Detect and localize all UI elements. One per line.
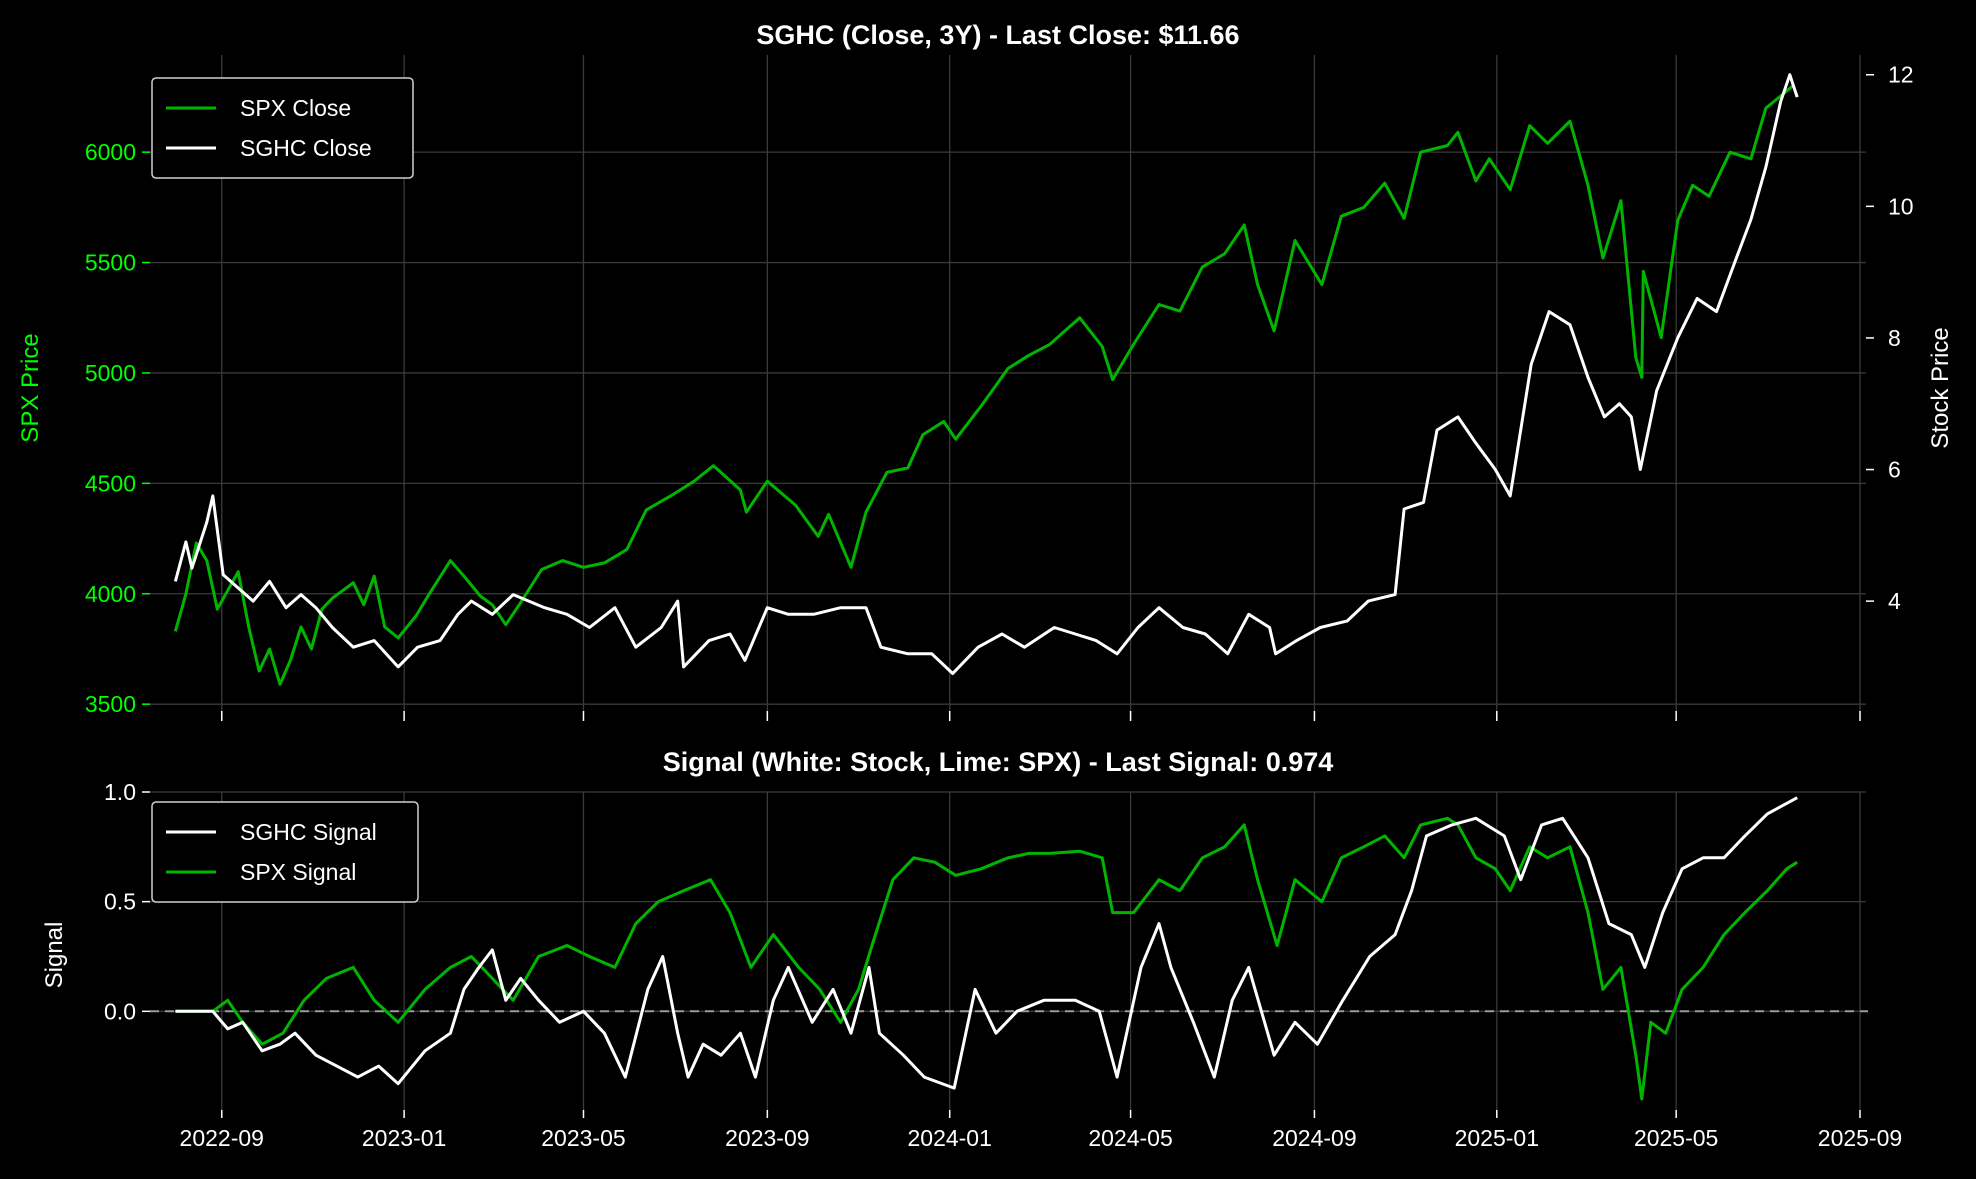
x-tick-label: 2023-01	[362, 1125, 446, 1151]
y-tick-label: 0.5	[104, 889, 136, 915]
stock-price-axis: 4 6 8 10 12	[1866, 62, 1914, 614]
y-right-tick-label: 10	[1888, 193, 1914, 219]
signal-axis: 0.0 0.5 1.0	[104, 779, 150, 1024]
x-tick-label: 2024-05	[1088, 1125, 1172, 1151]
legend-label-spx-close: SPX Close	[240, 95, 351, 121]
legend-box	[151, 801, 419, 903]
spx-price-axis: 3500 4000 4500 5000 5500 6000	[85, 139, 150, 717]
stock-price-axis-label: Stock Price	[1927, 327, 1954, 448]
x-tick-label: 2023-05	[541, 1125, 625, 1151]
signal-x-ticks: 2022-09 2023-01 2023-05 2023-09 2024-01 2024-…	[180, 1110, 1902, 1151]
legend-box	[151, 77, 414, 179]
series-line-spx-close	[173, 84, 1794, 686]
x-tick-label: 2025-09	[1818, 1125, 1902, 1151]
price-legend: SPX Close SGHC Close	[151, 77, 414, 179]
price-series	[173, 73, 1799, 686]
y-left-tick-label: 5000	[85, 360, 136, 386]
y-tick-label: 0.0	[104, 998, 136, 1024]
signal-axis-label: Signal	[41, 922, 68, 989]
x-tick-label: 2024-09	[1272, 1125, 1356, 1151]
signal-series	[175, 796, 1799, 1101]
series-line-sghc-signal	[175, 796, 1798, 1090]
spx-price-axis-label: SPX Price	[17, 333, 44, 442]
price-x-ticks	[220, 711, 1861, 721]
y-left-tick-label: 4000	[85, 581, 136, 607]
y-right-tick-label: 12	[1888, 62, 1914, 88]
price-chart-title: SGHC (Close, 3Y) - Last Close: $11.66	[756, 20, 1239, 50]
y-left-tick-label: 4500	[85, 470, 136, 496]
price-panel: SGHC (Close, 3Y) - Last Close: $11.66 35…	[17, 20, 1954, 721]
legend-label-spx-signal: SPX Signal	[240, 859, 356, 885]
signal-legend: SGHC Signal SPX Signal	[151, 801, 419, 903]
x-tick-label: 2023-09	[725, 1125, 809, 1151]
x-tick-label: 2025-01	[1455, 1125, 1539, 1151]
y-right-tick-label: 8	[1888, 325, 1901, 351]
y-left-tick-label: 5500	[85, 250, 136, 276]
y-right-tick-label: 6	[1888, 457, 1901, 483]
y-left-tick-label: 6000	[85, 139, 136, 165]
y-tick-label: 1.0	[104, 779, 136, 805]
signal-panel: Signal (White: Stock, Lime: SPX) - Last …	[41, 747, 1902, 1151]
series-line-sghc-close	[173, 73, 1799, 675]
series-line-spx-signal	[175, 816, 1799, 1101]
x-tick-label: 2022-09	[180, 1125, 264, 1151]
x-tick-label: 2024-01	[907, 1125, 991, 1151]
legend-label-sghc-signal: SGHC Signal	[240, 819, 377, 845]
x-tick-label: 2025-05	[1634, 1125, 1718, 1151]
y-left-tick-label: 3500	[85, 691, 136, 717]
legend-label-sghc-close: SGHC Close	[240, 135, 372, 161]
y-right-tick-label: 4	[1888, 588, 1901, 614]
signal-chart-title: Signal (White: Stock, Lime: SPX) - Last …	[663, 747, 1334, 777]
